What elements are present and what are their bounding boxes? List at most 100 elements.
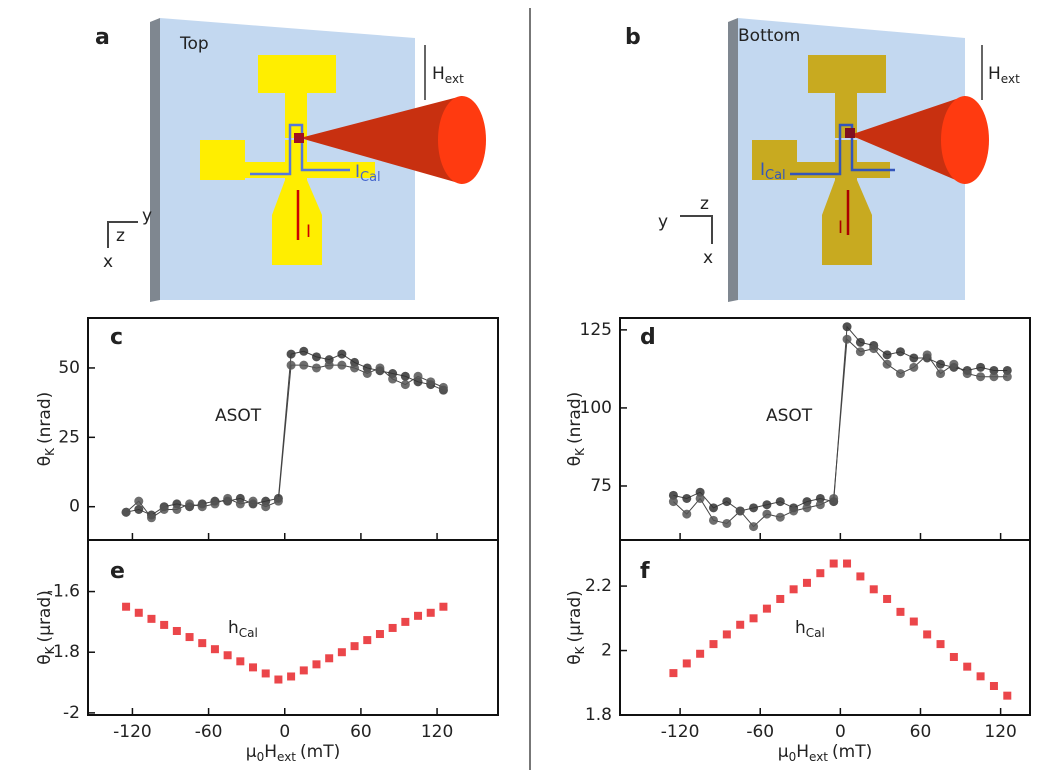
y-label-unit: (μrad) <box>35 590 55 642</box>
axis-z: z <box>700 194 709 214</box>
data-point <box>210 499 220 509</box>
x-label-zero: 0 <box>257 750 265 764</box>
data-point <box>287 672 296 681</box>
plot-frame <box>619 317 1031 541</box>
y-tick-label: 2.2 <box>585 576 612 596</box>
data-point <box>439 602 448 611</box>
data-point <box>185 499 195 509</box>
panel-label: a <box>95 25 110 50</box>
data-point <box>949 359 959 369</box>
data-point <box>696 649 705 658</box>
data-point <box>362 369 372 378</box>
data-point <box>762 509 772 519</box>
data-point <box>802 497 812 507</box>
annotation-text: h <box>795 618 806 638</box>
data-point <box>299 666 308 675</box>
y-label-symbol: θ <box>35 654 55 664</box>
data-point <box>669 669 678 678</box>
data-point <box>749 503 759 513</box>
data-point <box>736 620 745 629</box>
panel-label: b <box>625 25 641 50</box>
x-tick-label: 0 <box>279 722 290 742</box>
data-point <box>160 620 169 629</box>
data-point <box>883 594 892 603</box>
x-label-unit: (mT) <box>832 742 872 762</box>
y-label-unit: (nrad) <box>35 392 55 444</box>
data-point <box>286 360 296 370</box>
data-point <box>400 380 410 390</box>
data-point <box>762 500 772 510</box>
y-tick-label: 25 <box>58 427 80 447</box>
data-point <box>842 334 852 344</box>
data-point <box>172 504 182 514</box>
cal-label: ICal <box>760 160 786 183</box>
data-point <box>842 322 852 332</box>
data-point <box>749 522 759 532</box>
data-point <box>989 681 998 690</box>
data-point <box>882 359 892 369</box>
x-label-mu: μ <box>246 742 257 762</box>
data-point <box>882 350 892 360</box>
data-point <box>197 502 207 512</box>
y-tick-label: 0 <box>69 497 80 517</box>
panel-label: c <box>110 325 123 350</box>
data-point <box>299 346 309 356</box>
data-point <box>198 639 207 648</box>
y-tick-label: -2 <box>63 703 80 723</box>
diagram-a <box>107 18 486 302</box>
data-point <box>1003 691 1012 700</box>
panel-label: f <box>640 559 650 584</box>
data-point <box>895 347 905 357</box>
series-line <box>125 364 444 519</box>
field-label: Hext <box>988 64 1020 86</box>
y-label-sub: K <box>43 645 57 654</box>
data-point <box>695 493 705 503</box>
x-tick-label: 120 <box>984 722 1016 742</box>
y-tick-label: 50 <box>58 358 80 378</box>
axis-x: x <box>103 252 113 272</box>
data-point <box>668 497 678 507</box>
x-axis-label: μ0Hext (mT) <box>246 742 340 764</box>
data-point <box>909 617 918 626</box>
data-point <box>829 493 839 503</box>
data-point <box>708 503 718 513</box>
x-tick-label: 0 <box>835 722 846 742</box>
x-label-zero: 0 <box>789 750 797 764</box>
panel-label: d <box>640 325 656 350</box>
y-tick-label: -1.8 <box>47 642 80 662</box>
annotation-text: h <box>228 618 239 638</box>
side-label: Bottom <box>738 26 800 46</box>
data-point <box>172 626 181 635</box>
data-point <box>426 608 435 617</box>
data-point <box>989 365 999 375</box>
data-point <box>185 633 194 642</box>
x-tick-label: -120 <box>113 722 152 742</box>
data-point <box>856 572 865 581</box>
annotation: hCal <box>795 618 825 640</box>
panel-label: e <box>110 559 125 584</box>
data-point <box>815 500 825 510</box>
data-point <box>855 337 865 347</box>
data-point <box>936 359 946 369</box>
data-point <box>976 362 986 372</box>
data-point <box>962 369 972 379</box>
current-label: I <box>306 222 311 242</box>
data-point <box>363 636 372 645</box>
data-point <box>426 377 436 387</box>
data-point <box>869 585 878 594</box>
data-point <box>709 640 718 649</box>
data-point <box>325 654 334 663</box>
data-point <box>375 363 385 373</box>
data-point <box>722 518 732 528</box>
data-point <box>159 504 169 514</box>
data-point <box>802 578 811 587</box>
data-point <box>909 353 919 363</box>
x-tick-label: 60 <box>350 722 372 742</box>
data-point <box>274 675 283 684</box>
data-point <box>896 607 905 616</box>
axis-z: z <box>116 226 125 246</box>
data-point <box>936 369 946 379</box>
data-point <box>816 569 825 578</box>
data-point <box>146 513 156 523</box>
